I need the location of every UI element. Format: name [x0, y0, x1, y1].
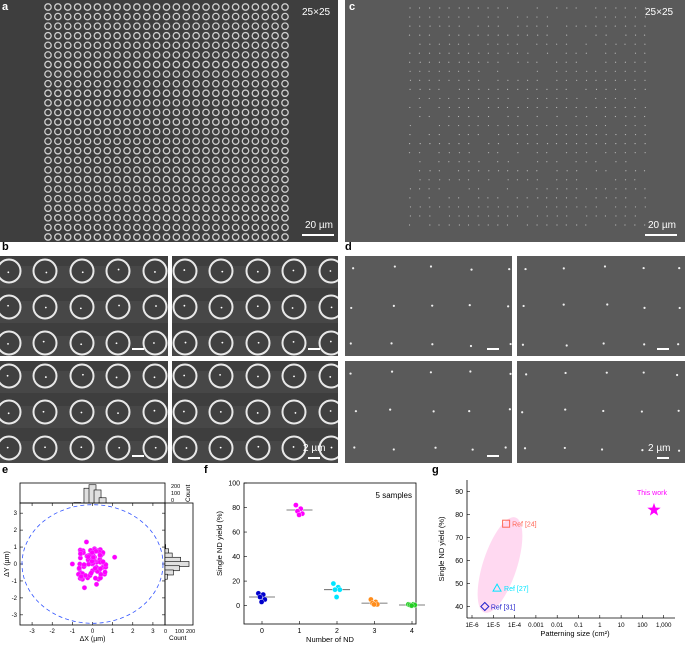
- svg-text:-3: -3: [12, 613, 18, 619]
- svg-text:200: 200: [186, 629, 195, 635]
- scale-bar-label-c: 20 µm: [648, 220, 676, 231]
- panel-label-b: b: [2, 241, 9, 253]
- svg-text:100: 100: [228, 481, 240, 488]
- panel-label-a: a: [2, 1, 9, 13]
- svg-text:200: 200: [171, 484, 180, 490]
- svg-text:60: 60: [455, 558, 463, 565]
- svg-text:100: 100: [637, 622, 648, 629]
- svg-text:2: 2: [131, 629, 135, 635]
- svg-text:10: 10: [618, 622, 625, 629]
- svg-text:3: 3: [14, 511, 18, 517]
- chart-g-yield-vs-size: 40 50 60 70 80 90 1E-6 1E-5 1E-4 0.001 0.01 0.1 1 10 1…: [437, 480, 675, 638]
- svg-text:Single ND yield (%): Single ND yield (%): [437, 516, 446, 582]
- scale-bar-label-b: 2 µm: [303, 443, 326, 454]
- svg-text:1E-4: 1E-4: [508, 622, 522, 629]
- svg-text:0: 0: [236, 603, 240, 610]
- sem-image-d4: 2 µm: [517, 361, 685, 463]
- chart-f-yield-by-nd: 0 20 40 60 80 100 0 1 2 3 4 Number of ND Single ND y…: [215, 481, 425, 644]
- svg-text:This work: This work: [637, 490, 667, 497]
- panel-label-f: f: [204, 464, 208, 476]
- svg-text:1E-6: 1E-6: [465, 622, 479, 629]
- svg-text:90: 90: [455, 489, 463, 496]
- svg-text:60: 60: [232, 530, 240, 537]
- svg-text:1: 1: [598, 622, 602, 629]
- svg-text:Single ND yield (%): Single ND yield (%): [215, 510, 224, 576]
- svg-text:50: 50: [455, 581, 463, 588]
- svg-text:80: 80: [455, 512, 463, 519]
- svg-text:4: 4: [410, 628, 414, 635]
- svg-text:Ref [27]: Ref [27]: [504, 586, 529, 593]
- svg-text:Ref [31]: Ref [31]: [491, 605, 516, 612]
- svg-text:ΔY (µm): ΔY (µm): [4, 551, 11, 577]
- nd-dot-array-c: [408, 7, 647, 226]
- svg-text:80: 80: [232, 505, 240, 512]
- sem-image-b2: [172, 256, 338, 356]
- svg-text:0.01: 0.01: [551, 622, 564, 629]
- svg-text:2: 2: [14, 528, 18, 534]
- sem-image-d1: [345, 256, 512, 356]
- svg-text:1E-5: 1E-5: [487, 622, 501, 629]
- svg-text:1: 1: [298, 628, 302, 635]
- array-size-label-a: 25×25: [302, 7, 331, 18]
- svg-text:20: 20: [232, 579, 240, 586]
- svg-text:Count: Count: [185, 484, 192, 502]
- svg-text:Patterning size (cm²): Patterning size (cm²): [540, 629, 610, 638]
- svg-text:-2: -2: [12, 596, 18, 602]
- svg-text:100: 100: [171, 491, 180, 497]
- svg-text:0: 0: [164, 629, 167, 635]
- svg-text:0: 0: [91, 629, 95, 635]
- sem-image-d2: [517, 256, 685, 356]
- sem-image-d3: [345, 361, 512, 463]
- scale-bar-b: [308, 457, 320, 459]
- sem-image-b1: [0, 256, 168, 356]
- panel-label-g: g: [432, 464, 439, 476]
- svg-text:ΔX (µm): ΔX (µm): [80, 636, 106, 643]
- scale-bar-label-d: 2 µm: [648, 443, 671, 454]
- svg-text:1: 1: [14, 545, 18, 551]
- scale-bar-c: [645, 234, 677, 236]
- scale-bar-label-a: 20 µm: [305, 220, 333, 231]
- svg-text:3: 3: [373, 628, 377, 635]
- svg-text:1,000: 1,000: [656, 622, 672, 629]
- svg-text:0.001: 0.001: [528, 622, 544, 629]
- svg-text:1: 1: [111, 629, 115, 635]
- sem-image-b4: 2 µm: [172, 361, 338, 463]
- svg-text:100: 100: [175, 629, 184, 635]
- scale-bar-a: [302, 234, 334, 236]
- sem-image-a: 25×25 20 µm: [0, 0, 338, 242]
- svg-text:0: 0: [14, 562, 18, 568]
- svg-text:40: 40: [232, 554, 240, 561]
- svg-text:-2: -2: [50, 629, 56, 635]
- svg-text:-1: -1: [12, 579, 18, 585]
- panel-label-c: c: [349, 1, 356, 13]
- svg-text:Ref [24]: Ref [24]: [512, 522, 537, 529]
- sem-image-c: 25×25 20 µm: [345, 0, 685, 242]
- svg-text:5 samples: 5 samples: [376, 491, 412, 500]
- ring-array-a: [44, 3, 289, 241]
- panel-label-d: d: [345, 241, 352, 253]
- svg-text:2: 2: [335, 628, 339, 635]
- panel-label-e: e: [2, 464, 9, 476]
- array-size-label-c: 25×25: [645, 7, 674, 18]
- svg-text:0: 0: [171, 498, 174, 504]
- svg-text:0.1: 0.1: [574, 622, 583, 629]
- scale-bar-d: [657, 457, 669, 459]
- svg-text:3: 3: [151, 629, 155, 635]
- sem-image-b3: [0, 361, 168, 463]
- svg-text:40: 40: [455, 604, 463, 611]
- svg-text:0: 0: [260, 628, 264, 635]
- svg-text:70: 70: [455, 535, 463, 542]
- svg-text:-1: -1: [70, 629, 76, 635]
- svg-text:Count: Count: [169, 635, 187, 642]
- svg-text:Number of ND: Number of ND: [306, 635, 355, 644]
- svg-text:-3: -3: [29, 629, 35, 635]
